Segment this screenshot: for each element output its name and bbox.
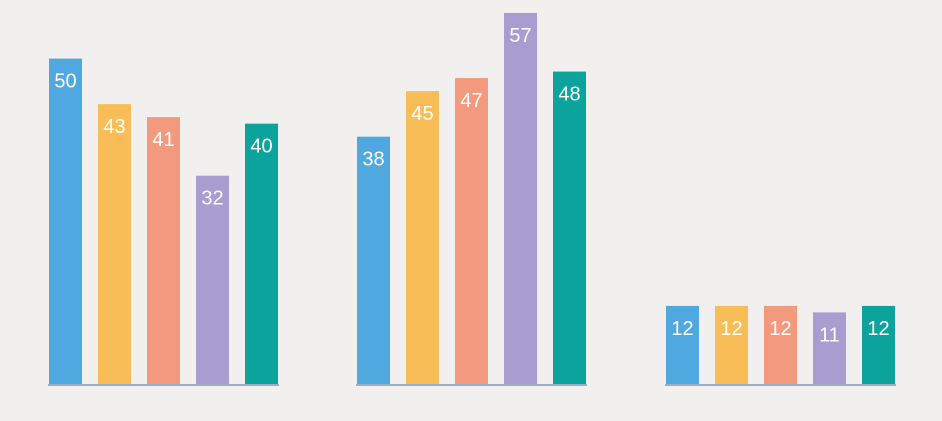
bar-value-label: 32: [201, 188, 223, 210]
bar-3-4: [813, 312, 846, 384]
bar-value-label: 41: [152, 129, 174, 151]
bar-2-4: [504, 13, 537, 384]
bar-group-2: 38 45 47 57 48: [356, 13, 587, 386]
bar-1-5: [245, 123, 278, 385]
bar-group-3: 12 12 12 11 12: [665, 305, 896, 386]
bar-value-label: 12: [867, 318, 889, 340]
bar-1-4: [196, 175, 229, 384]
bar-value-label: 48: [558, 84, 580, 106]
bar-value-label: 38: [362, 149, 384, 171]
bar-value-label: 12: [720, 318, 742, 340]
bar-value-label: 40: [250, 136, 272, 158]
bar-1-2: [98, 104, 131, 385]
bar-1-3: [147, 117, 180, 384]
bar-value-label: 57: [509, 25, 531, 47]
bar-value-label: 12: [769, 318, 791, 340]
bar-2-2: [406, 91, 439, 385]
bar-value-label: 45: [411, 103, 433, 125]
bar-3-3: [764, 305, 797, 384]
bar-3-2: [715, 305, 748, 384]
bar-value-label: 11: [819, 324, 840, 346]
bar-1-1: [49, 58, 82, 385]
bar-value-label: 12: [671, 318, 693, 340]
bar-3-1: [666, 305, 699, 384]
bar-2-5: [553, 71, 586, 384]
bar-value-label: 50: [54, 71, 76, 93]
bar-3-5: [862, 305, 895, 384]
bar-2-1: [357, 136, 390, 384]
bar-value-label: 47: [460, 90, 482, 112]
bar-2-3: [455, 78, 488, 385]
bar-value-label: 43: [103, 116, 125, 138]
bar-group-1: 50 43 41 32 40: [48, 58, 279, 386]
